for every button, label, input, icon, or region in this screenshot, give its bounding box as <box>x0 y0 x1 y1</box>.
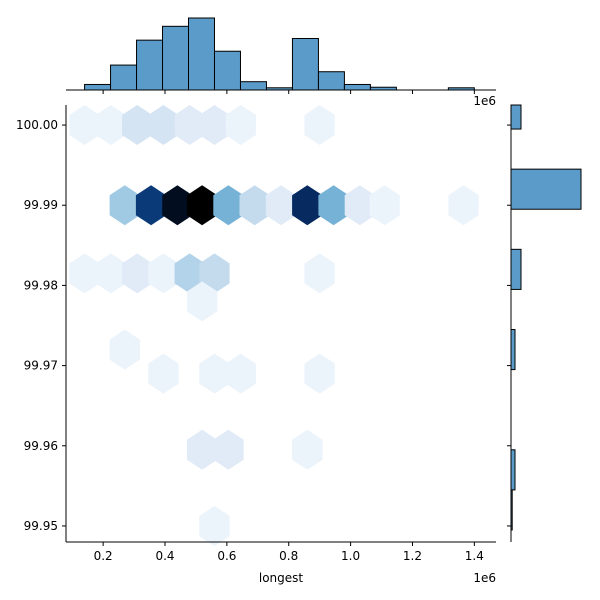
hexbin-35 <box>292 429 323 470</box>
right-marginal-histogram <box>510 104 582 542</box>
top-histogram-offset-label: 1e6 <box>473 94 496 108</box>
y-tick-label-2: 99.97 <box>24 359 58 373</box>
hexbin-26 <box>304 253 335 294</box>
hexbin-1 <box>95 105 126 145</box>
hexbin-29 <box>148 353 179 394</box>
hexbin-32 <box>304 353 335 394</box>
y-tick-label-3: 99.98 <box>24 278 58 292</box>
right-hist-bar-8 <box>510 168 582 210</box>
top-hist-bar-2 <box>136 39 164 91</box>
top-hist-bar-4 <box>188 17 215 91</box>
top-hist-bar-14 <box>447 87 475 91</box>
hexbin-10 <box>162 185 193 226</box>
top-hist-bar-9 <box>317 71 345 91</box>
y-tick-label-0: 99.95 <box>24 519 58 533</box>
hexbin-3 <box>148 105 179 145</box>
hexbin-34 <box>213 429 244 470</box>
hexbin-30 <box>199 353 230 394</box>
y-tick-label-5: 100.00 <box>16 118 58 132</box>
hexbin-18 <box>369 185 400 226</box>
top-hist-bar-6 <box>239 81 267 91</box>
hexbin-13 <box>239 185 270 226</box>
hexbin-14 <box>265 185 297 226</box>
x-tick-label-2: 0.6 <box>217 549 236 563</box>
top-hist-bar-1 <box>110 64 138 91</box>
right-hist-bar-10 <box>510 104 522 130</box>
hexbin-25 <box>199 253 230 294</box>
top-hist-bar-7 <box>265 87 293 91</box>
hexbin-9 <box>135 185 167 226</box>
hexbin-8 <box>109 185 140 226</box>
hexbin-cells <box>69 105 479 546</box>
hexbin-24 <box>174 253 205 294</box>
hexbin-17 <box>344 185 375 226</box>
y-tick-label-4: 99.99 <box>24 198 58 212</box>
hexbin-31 <box>225 353 256 394</box>
hexbin-16 <box>318 185 349 226</box>
hexbin-4 <box>174 105 205 145</box>
hexbin-28 <box>109 329 140 370</box>
hexbin-2 <box>122 105 153 145</box>
hexbin-15 <box>292 185 323 226</box>
right-hist-bar-1 <box>510 449 516 491</box>
x-tick-label-6: 1.4 <box>465 549 484 563</box>
hexbin-36 <box>199 506 230 546</box>
top-hist-bar-5 <box>213 50 241 91</box>
right-hist-bar-6 <box>510 248 522 290</box>
top-marginal-histogram <box>66 17 496 91</box>
hexbin-21 <box>95 253 126 294</box>
hexbin-20 <box>69 253 100 294</box>
hexbin-12 <box>213 185 244 226</box>
hexbin-5 <box>199 105 230 145</box>
x-tick-label-5: 1.2 <box>403 549 422 563</box>
main-axes: 0.2 0.4 0.6 0.8 1.0 1.2 1.4 99.95 99.96 99.97 99.9… <box>16 90 511 563</box>
hexbin-6 <box>225 105 256 145</box>
top-hist-bar-3 <box>162 25 190 91</box>
hexbin-11 <box>187 185 218 226</box>
x-tick-label-4: 1.0 <box>341 549 360 563</box>
x-axis-label: longest <box>259 571 304 585</box>
hexbin-0 <box>69 105 100 145</box>
hexbin-27 <box>187 281 218 322</box>
hexbin-23 <box>148 253 179 294</box>
x-tick-label-1: 0.4 <box>155 549 174 563</box>
x-tick-label-3: 0.8 <box>279 549 298 563</box>
right-hist-bar-0 <box>510 489 513 531</box>
hexbin-7 <box>304 105 335 145</box>
hexbin-33 <box>187 429 218 470</box>
hexbin-19 <box>448 185 479 226</box>
right-hist-bar-4 <box>510 329 516 371</box>
y-tick-label-1: 99.96 <box>24 439 58 453</box>
x-tick-label-0: 0.2 <box>94 549 113 563</box>
hexbin-22 <box>122 253 153 294</box>
top-hist-bar-8 <box>291 37 319 91</box>
top-hist-bar-0 <box>84 83 112 91</box>
x-axis-offset-label: 1e6 <box>473 571 496 585</box>
top-hist-bar-11 <box>369 86 397 91</box>
top-hist-bar-10 <box>343 83 371 91</box>
